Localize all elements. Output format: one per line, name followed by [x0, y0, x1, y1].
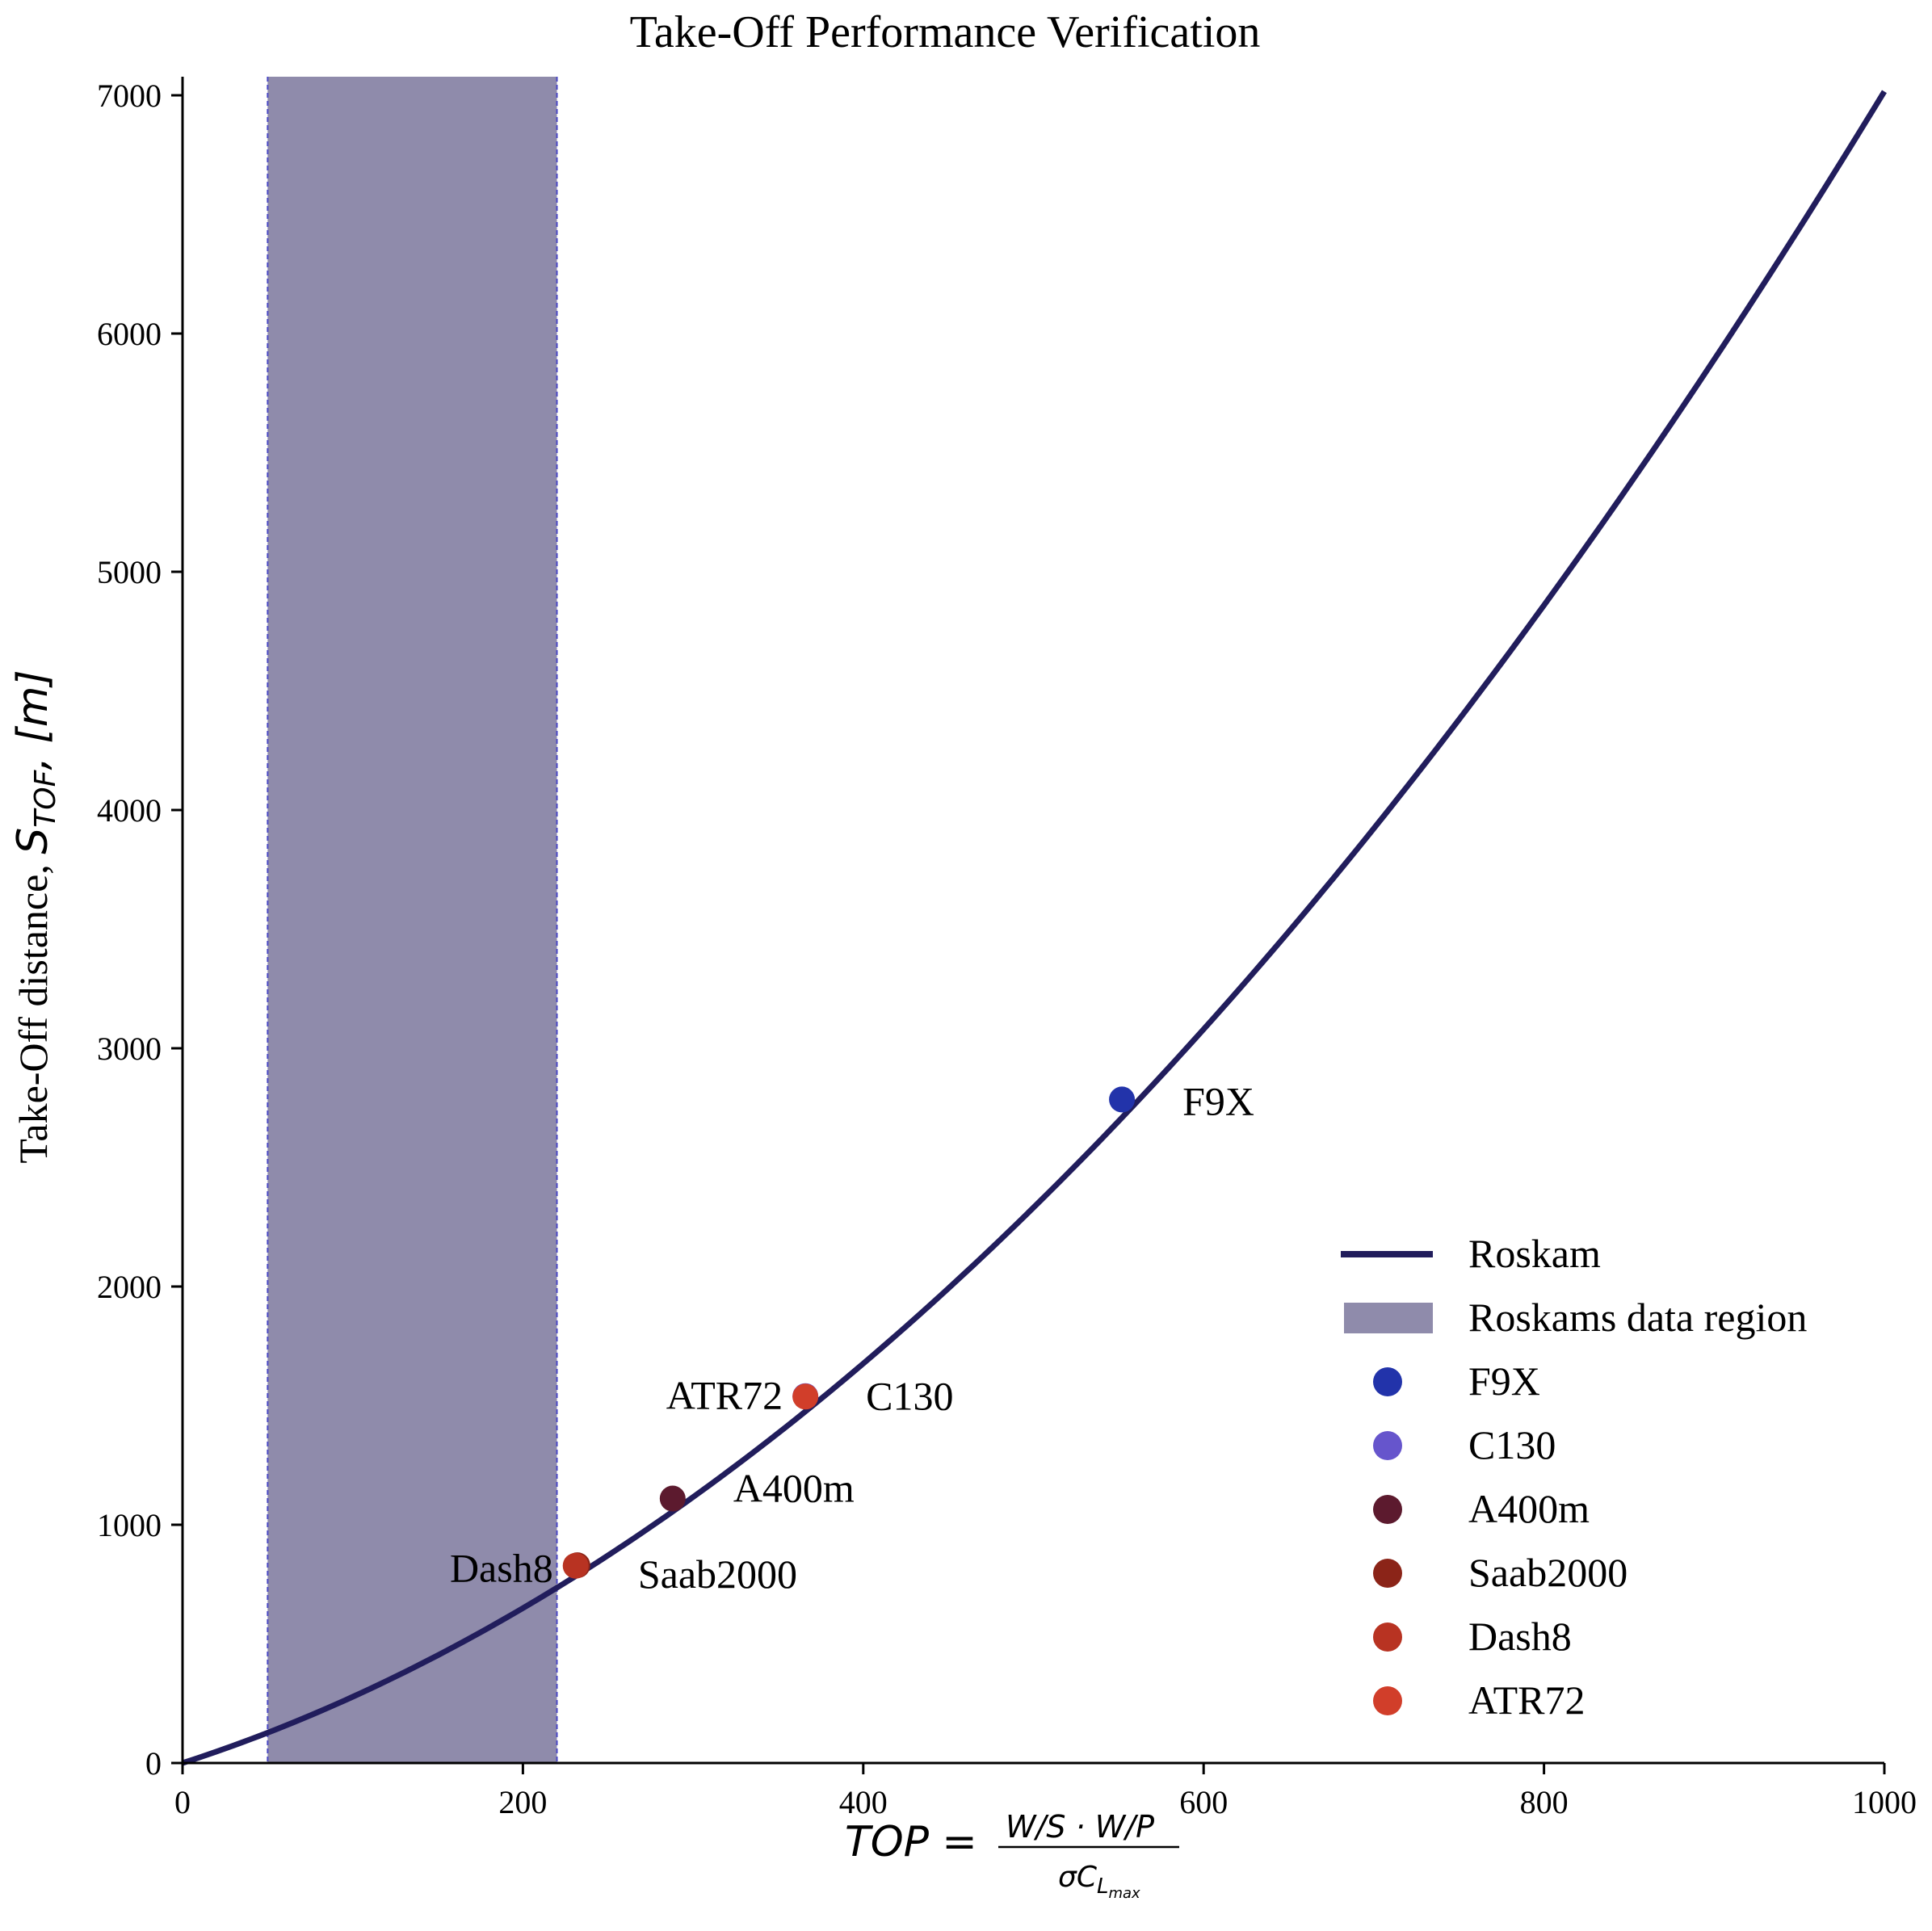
x-label-numerator: W/S · W/P — [1006, 1809, 1154, 1845]
legend-label-roskam: Roskam — [1468, 1231, 1601, 1276]
x-label-denominator: σCLmax — [1058, 1861, 1140, 1902]
plot-area: F9X C130 A400m Saab2000 Dash8 ATR72 — [181, 77, 1887, 1766]
point-dash8 — [562, 1552, 589, 1579]
y-label-sub: TOF — [29, 769, 62, 827]
y-label-unit: , [m] — [9, 670, 57, 770]
x-axis-label: TOP = W/S · W/P σCLmax — [845, 1809, 1179, 1902]
label-a400m: A400m — [733, 1466, 855, 1511]
chart-title: Take-Off Performance Verification — [630, 7, 1261, 57]
legend-swatch-a400m — [1373, 1495, 1402, 1524]
y-tick-label-0: 0 — [145, 1745, 162, 1782]
legend-label-a400m: A400m — [1468, 1486, 1590, 1531]
y-tick-label-1000: 1000 — [97, 1507, 162, 1543]
legend-label-c130: C130 — [1468, 1422, 1556, 1467]
x-label-main: TOP — [845, 1818, 930, 1866]
x-tick-label-600: 600 — [1179, 1784, 1228, 1820]
legend-swatch-atr72 — [1373, 1686, 1402, 1715]
legend-swatch-f9x — [1373, 1367, 1402, 1396]
point-a400m — [659, 1485, 686, 1512]
axes: 0 200 400 600 800 1000 0 1000 2000 3000 4000 5000 6… — [97, 77, 1917, 1820]
y-axis-label: Take-Off distance, STOF, [m] — [9, 670, 62, 1163]
y-label-sym: S — [9, 828, 57, 854]
legend-swatch-saab2000 — [1373, 1559, 1402, 1588]
data-point-labels: F9X C130 A400m Saab2000 Dash8 ATR72 — [450, 1078, 1254, 1597]
legend-swatch-c130 — [1373, 1431, 1402, 1460]
data-region-band — [267, 77, 557, 1763]
legend-label-saab2000: Saab2000 — [1468, 1550, 1628, 1595]
y-tick-label-6000: 6000 — [97, 316, 162, 352]
point-atr72 — [792, 1383, 819, 1410]
data-points — [562, 1086, 1136, 1579]
y-ticks: 0 1000 2000 3000 4000 5000 6000 7000 — [97, 78, 183, 1782]
x-label-den-prefix: σC — [1058, 1861, 1098, 1894]
x-label-eq: = — [942, 1818, 977, 1866]
label-f9x: F9X — [1182, 1078, 1254, 1123]
y-label-text: Take-Off distance, STOF, [m] — [9, 670, 62, 1163]
y-label-main: Take-Off distance, — [10, 854, 56, 1164]
x-label-den-sub: L — [1097, 1874, 1109, 1899]
legend-swatch-roskams-data-region — [1344, 1303, 1433, 1333]
y-tick-label-3000: 3000 — [97, 1031, 162, 1067]
legend-label-f9x: F9X — [1468, 1358, 1540, 1404]
x-tick-label-400: 400 — [839, 1784, 888, 1820]
x-tick-label-0: 0 — [174, 1784, 191, 1820]
legend: Roskam Roskams data region F9X C130 A400m Saa… — [1341, 1231, 1807, 1723]
x-tick-label-800: 800 — [1520, 1784, 1569, 1820]
y-tick-label-7000: 7000 — [97, 78, 162, 114]
legend-label-dash8: Dash8 — [1468, 1614, 1572, 1659]
legend-label-roskams-data-region: Roskams data region — [1468, 1295, 1807, 1340]
roskam-curve — [181, 90, 1887, 1766]
label-dash8: Dash8 — [450, 1546, 553, 1591]
x-tick-label-1000: 1000 — [1852, 1784, 1917, 1820]
x-tick-label-200: 200 — [498, 1784, 547, 1820]
label-atr72: ATR72 — [666, 1372, 783, 1417]
point-f9x — [1109, 1086, 1136, 1113]
legend-swatch-dash8 — [1373, 1622, 1402, 1652]
y-tick-label-5000: 5000 — [97, 554, 162, 590]
x-label-den-subsub: max — [1108, 1885, 1140, 1902]
x-ticks: 0 200 400 600 800 1000 — [174, 1763, 1917, 1820]
y-tick-label-4000: 4000 — [97, 792, 162, 829]
label-c130: C130 — [866, 1374, 953, 1419]
y-tick-label-2000: 2000 — [97, 1269, 162, 1305]
label-saab2000: Saab2000 — [638, 1551, 797, 1597]
legend-label-atr72: ATR72 — [1468, 1677, 1585, 1723]
